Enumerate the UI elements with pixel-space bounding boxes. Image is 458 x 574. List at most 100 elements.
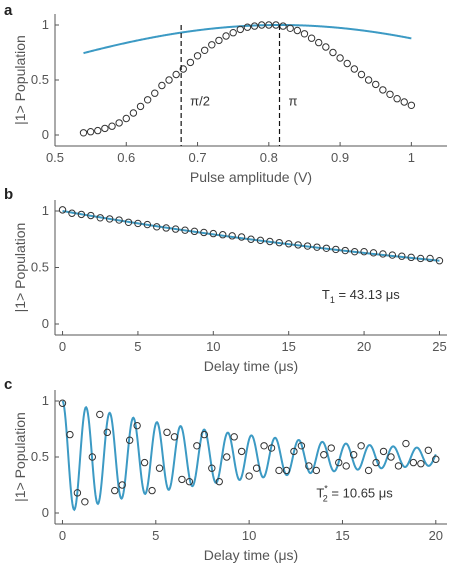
panel-b: b |1> Population Delay time (μs) 0 5 10 15 2… [4, 186, 447, 374]
panel-b-ytick-label: 1 [42, 203, 49, 218]
panel-a-vline-label: π/2 [190, 93, 210, 108]
panel-c-data-point [193, 442, 201, 450]
panel-a-data-point [286, 24, 294, 32]
panel-b-data-point [379, 250, 387, 258]
panel-b-data-point [171, 225, 180, 233]
panel-c-fit-group [61, 400, 437, 512]
panel-b-data-point [58, 206, 67, 214]
panel-b-t1-annotation: T1 = 43.13 μs [322, 287, 400, 305]
panel-b-data-point [134, 219, 142, 228]
panel-b-data-point [369, 249, 378, 257]
panel-c-data-point [372, 458, 380, 467]
panel-a-xlabel: Pulse amplitude (V) [190, 169, 312, 185]
panel-a-ytick-label: 0 [42, 127, 49, 142]
panel-c-data-point [342, 462, 350, 470]
panel-b-data-point [219, 231, 227, 239]
t2-subscript: 2 [323, 493, 328, 503]
panel-b-data-point [313, 243, 321, 251]
panel-c-data-point [223, 453, 231, 461]
panel-b-data-point [124, 218, 133, 227]
panel-c-xtick-label: 15 [335, 528, 349, 543]
panel-b-data-point [247, 235, 255, 243]
panel-c-data-point [394, 462, 403, 470]
panel-a-data-point [165, 76, 173, 84]
panel-c-data-point [170, 433, 179, 441]
panel-c-data-point [125, 436, 134, 444]
panel-c-data-point [260, 442, 268, 450]
panel-c-data-point [387, 453, 395, 461]
panel-a-xtick-label: 0.7 [189, 150, 207, 165]
panel-c-data-point [409, 458, 418, 467]
panel-a-data-point [136, 102, 145, 111]
panel-b-xtick-label: 25 [432, 339, 446, 354]
panel-a-fit-group [83, 24, 412, 55]
panel-c-data-point [290, 447, 298, 456]
panel-b-data-point [143, 220, 152, 229]
panel-b-data-point [388, 251, 397, 259]
panel-c-data-point [66, 430, 74, 439]
panel-b-data-point [294, 241, 302, 249]
panel-c-data-point [282, 466, 291, 475]
panel-b-data-point [350, 247, 359, 256]
panel-c-xtick-label: 10 [242, 528, 256, 543]
panel-a-data-point [179, 65, 187, 73]
panel-c-data-point [267, 444, 276, 452]
panel-b-data-point [341, 246, 349, 255]
panel-c-data-point [88, 453, 97, 461]
panel-c: c |1> Population Delay time (μs) 0 5 10 15 2… [4, 376, 447, 563]
panel-a-xtick-label: 0.8 [260, 150, 278, 165]
panel-c-axes: 0 5 10 15 20 0 0.5 1 [31, 390, 447, 543]
panel-a-data-point [122, 114, 130, 123]
panel-c-t2-annotation: T* 2 = 10.65 μs [316, 483, 393, 503]
panel-c-data-point [230, 433, 238, 441]
panel-c-data-point [73, 489, 82, 497]
panel-a-data-point [108, 122, 116, 130]
panel-c-data-point [297, 442, 306, 450]
panel-a-data-point [158, 81, 166, 90]
panel-a-data-point [193, 52, 202, 60]
panel-c-data-point [111, 486, 119, 495]
panel-a-ytick-label: 1 [42, 17, 49, 32]
panel-b-data-point [200, 228, 208, 237]
panel-a-points [79, 21, 416, 137]
panel-b-xlabel: Delay time (μs) [204, 358, 298, 374]
t1-symbol: T [322, 287, 330, 302]
panel-c-data-point [402, 439, 410, 448]
panel-c-data-point [208, 464, 216, 472]
panel-b-xtick-label: 10 [206, 339, 220, 354]
panel-b-data-point [360, 247, 368, 256]
panel-c-data-point [185, 477, 194, 486]
panel-b-data-point [266, 237, 274, 246]
panel-a-data-point [172, 70, 180, 79]
panel-b-data-point [256, 236, 265, 245]
panel-b-data-point [284, 240, 293, 248]
panel-c-xlabel: Delay time (μs) [204, 547, 298, 563]
panel-a-data-point [151, 89, 159, 97]
panel-b-data-point [181, 226, 189, 234]
panel-a-data-point [215, 36, 223, 45]
panel-a-xtick-label: 1 [408, 150, 415, 165]
panel-b-data-point [87, 211, 95, 220]
panel-b-ylabel: |1> Population [12, 223, 28, 313]
panel-b-data-point [77, 210, 86, 219]
panel-a-data-point [265, 21, 273, 29]
panel-c-points [58, 399, 440, 506]
panel-a-data-point [222, 32, 230, 40]
panel-b-data-point [209, 229, 218, 238]
t1-subscript: 1 [330, 295, 335, 305]
panel-a-data-point [372, 80, 380, 89]
panel-a-data-point [307, 34, 316, 42]
panel-c-data-point [335, 458, 343, 467]
panel-a-data-point [200, 46, 209, 54]
panel-b-data-point [416, 254, 425, 263]
panel-a-data-point [357, 70, 366, 79]
t2-superscript: * [324, 483, 328, 493]
panel-c-fit-curve [61, 400, 437, 512]
t2-symbol: T [316, 485, 324, 500]
panel-c-data-point [58, 399, 67, 407]
panel-b-data-point [322, 244, 331, 252]
panel-c-xtick-label: 5 [152, 528, 159, 543]
panel-c-xtick-label: 0 [59, 528, 66, 543]
panel-b-data-point [96, 214, 104, 222]
panel-b-ytick-label: 0 [42, 316, 49, 331]
